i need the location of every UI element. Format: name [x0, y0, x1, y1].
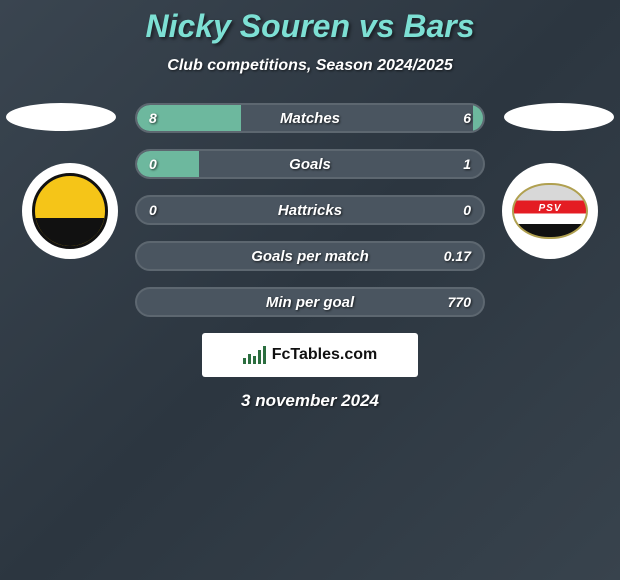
right-player-oval — [504, 103, 614, 131]
stat-label: Goals — [137, 151, 483, 177]
stat-row-gpm: Goals per match 0.17 — [135, 241, 485, 271]
right-club-badge: PSV — [502, 163, 598, 259]
stat-val-right: 0.17 — [444, 243, 471, 269]
left-player-oval — [6, 103, 116, 131]
stat-label: Goals per match — [137, 243, 483, 269]
stat-label: Matches — [137, 105, 483, 131]
stat-label: Hattricks — [137, 197, 483, 223]
stats-area: PSV 8 Matches 6 0 Goals 1 0 H — [0, 103, 620, 411]
page-subtitle: Club competitions, Season 2024/2025 — [0, 57, 620, 75]
stat-row-hattricks: 0 Hattricks 0 — [135, 195, 485, 225]
date-text: 3 november 2024 — [0, 391, 620, 411]
page-title: Nicky Souren vs Bars — [0, 8, 620, 45]
stat-val-right: 6 — [463, 105, 471, 131]
cambuur-badge-icon — [32, 173, 108, 249]
stat-val-right: 1 — [463, 151, 471, 177]
psv-badge-icon: PSV — [512, 183, 588, 239]
stat-row-mpg: Min per goal 770 — [135, 287, 485, 317]
main-container: Nicky Souren vs Bars Club competitions, … — [0, 0, 620, 411]
stat-label: Min per goal — [137, 289, 483, 315]
branding-text: FcTables.com — [272, 346, 378, 364]
stats-rows: 8 Matches 6 0 Goals 1 0 Hattricks 0 — [135, 103, 485, 317]
stat-val-right: 0 — [463, 197, 471, 223]
psv-badge-text: PSV — [538, 203, 561, 214]
branding-box[interactable]: FcTables.com — [202, 333, 418, 377]
stat-row-goals: 0 Goals 1 — [135, 149, 485, 179]
stat-row-matches: 8 Matches 6 — [135, 103, 485, 133]
stat-val-right: 770 — [448, 289, 471, 315]
bar-chart-icon — [243, 346, 266, 364]
left-club-badge — [22, 163, 118, 259]
